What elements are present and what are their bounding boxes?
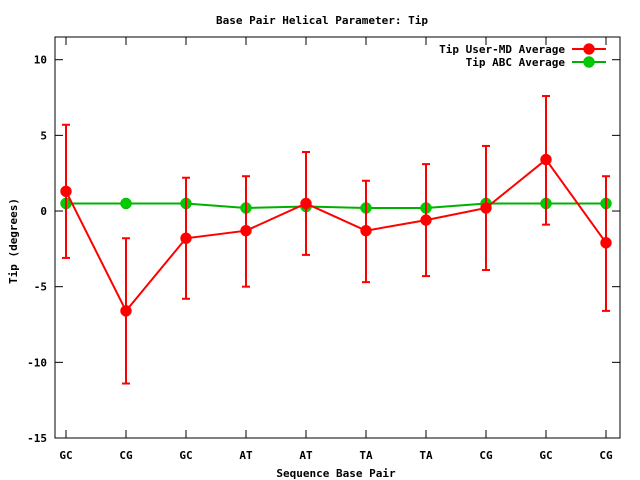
data-point (180, 232, 192, 245)
series-1 (60, 95, 612, 385)
x-axis: GC CG GC AT AT TA TA CG GC CG (59, 37, 613, 462)
x-tick-label: TA (359, 449, 373, 462)
x-tick-label: GC (539, 449, 552, 462)
data-point (600, 237, 612, 249)
series-2 (60, 197, 612, 214)
data-point (240, 224, 252, 237)
x-tick-label: CG (599, 449, 613, 462)
data-point (120, 305, 132, 317)
legend-label: Tip ABC Average (466, 56, 566, 69)
y-tick-label: -15 (27, 432, 47, 445)
x-tick-label: TA (419, 449, 433, 462)
x-tick-label: CG (119, 449, 133, 462)
data-point (360, 224, 372, 237)
x-axis-label: Sequence Base Pair (276, 467, 396, 480)
data-point (300, 197, 312, 210)
x-tick-label: GC (179, 449, 192, 462)
y-tick-label: 10 (34, 54, 47, 67)
y-tick-label: 5 (40, 129, 47, 142)
legend-label: Tip User-MD Average (439, 43, 565, 56)
y-tick-label: -5 (34, 281, 47, 294)
plot-frame (54, 36, 621, 439)
data-point (420, 214, 432, 226)
data-point (60, 185, 72, 198)
data-point (480, 202, 492, 214)
series-layer (60, 95, 612, 385)
x-tick-label: AT (239, 449, 253, 462)
y-axis-label: Tip (degrees) (7, 198, 20, 284)
data-point (540, 153, 552, 166)
y-axis: -15 -10 -5 0 5 10 (27, 54, 620, 445)
x-tick-label: AT (299, 449, 313, 462)
legend-marker (583, 56, 595, 68)
y-tick-label: -10 (27, 356, 47, 369)
chart-title: Base Pair Helical Parameter: Tip (216, 14, 428, 27)
series-line (66, 202, 606, 209)
x-tick-label: CG (479, 449, 493, 462)
legend-marker (583, 43, 595, 55)
data-point (120, 197, 132, 210)
series-line (65, 158, 607, 313)
x-tick-label: GC (59, 449, 72, 462)
y-tick-label: 0 (40, 205, 47, 218)
